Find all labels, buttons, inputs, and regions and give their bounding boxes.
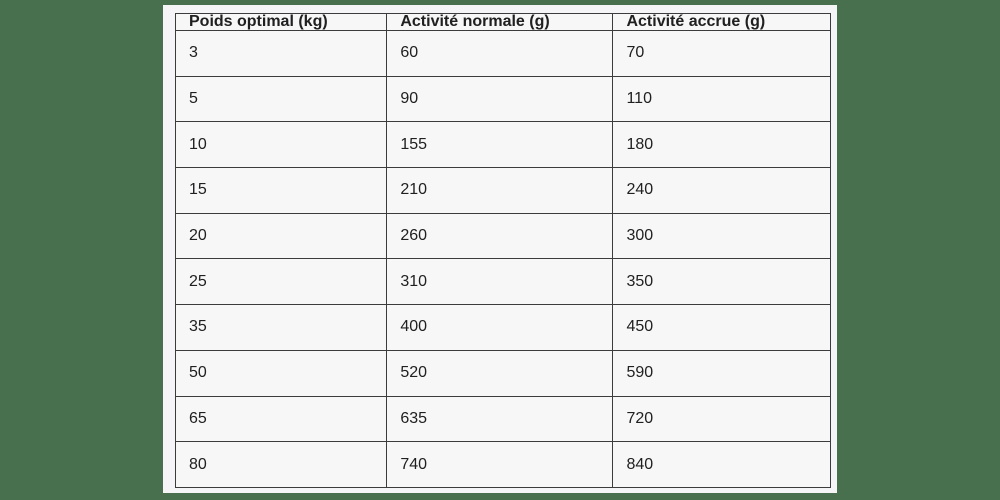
col-header-activite-normale: Activité normale (g) xyxy=(386,13,614,31)
col-header-activite-accrue: Activité accrue (g) xyxy=(612,13,831,31)
table-cell: 450 xyxy=(612,304,831,351)
table-cell: 350 xyxy=(612,258,831,306)
table-cell: 80 xyxy=(174,441,388,488)
table-cell: 590 xyxy=(612,349,831,397)
col-header-poids-optimal: Poids optimal (kg) xyxy=(174,13,388,31)
table-cell: 110 xyxy=(612,75,831,123)
table-cell: 210 xyxy=(386,167,614,214)
table-cell: 740 xyxy=(386,441,614,488)
table-row: 65 635 720 xyxy=(174,395,831,443)
table-cell: 20 xyxy=(174,212,388,260)
table-cell: 260 xyxy=(386,212,614,260)
content-card: Poids optimal (kg) Activité normale (g) … xyxy=(163,5,837,493)
table-cell: 520 xyxy=(386,349,614,397)
table-cell: 70 xyxy=(612,30,831,77)
table-cell: 180 xyxy=(612,121,831,169)
table-cell: 10 xyxy=(174,121,388,169)
table-cell: 840 xyxy=(612,441,831,488)
table-cell: 400 xyxy=(386,304,614,351)
table-cell: 300 xyxy=(612,212,831,260)
table-cell: 60 xyxy=(386,30,614,77)
table-cell: 155 xyxy=(386,121,614,169)
table-body: 3 60 70 5 90 110 10 155 180 15 210 240 20 260 300 25 310… xyxy=(174,30,831,488)
table-row: 80 740 840 xyxy=(174,441,831,488)
table-row: 3 60 70 xyxy=(174,30,831,77)
table-cell: 635 xyxy=(386,395,614,443)
table-cell: 50 xyxy=(174,349,388,397)
table-cell: 720 xyxy=(612,395,831,443)
table-cell: 5 xyxy=(174,75,388,123)
table-cell: 90 xyxy=(386,75,614,123)
table-cell: 25 xyxy=(174,258,388,306)
feeding-guide-table: Poids optimal (kg) Activité normale (g) … xyxy=(174,13,831,488)
table-cell: 310 xyxy=(386,258,614,306)
table-row: 5 90 110 xyxy=(174,75,831,123)
table-header: Poids optimal (kg) Activité normale (g) … xyxy=(174,13,831,31)
table-cell: 15 xyxy=(174,167,388,214)
table-row: 25 310 350 xyxy=(174,258,831,306)
table-cell: 65 xyxy=(174,395,388,443)
table-row: 20 260 300 xyxy=(174,212,831,260)
table-row: 15 210 240 xyxy=(174,167,831,214)
table-cell: 3 xyxy=(174,30,388,77)
table-row: 50 520 590 xyxy=(174,349,831,397)
table-row: 35 400 450 xyxy=(174,304,831,351)
table-cell: 240 xyxy=(612,167,831,214)
header-row: Poids optimal (kg) Activité normale (g) … xyxy=(174,13,831,31)
table-row: 10 155 180 xyxy=(174,121,831,169)
table-cell: 35 xyxy=(174,304,388,351)
